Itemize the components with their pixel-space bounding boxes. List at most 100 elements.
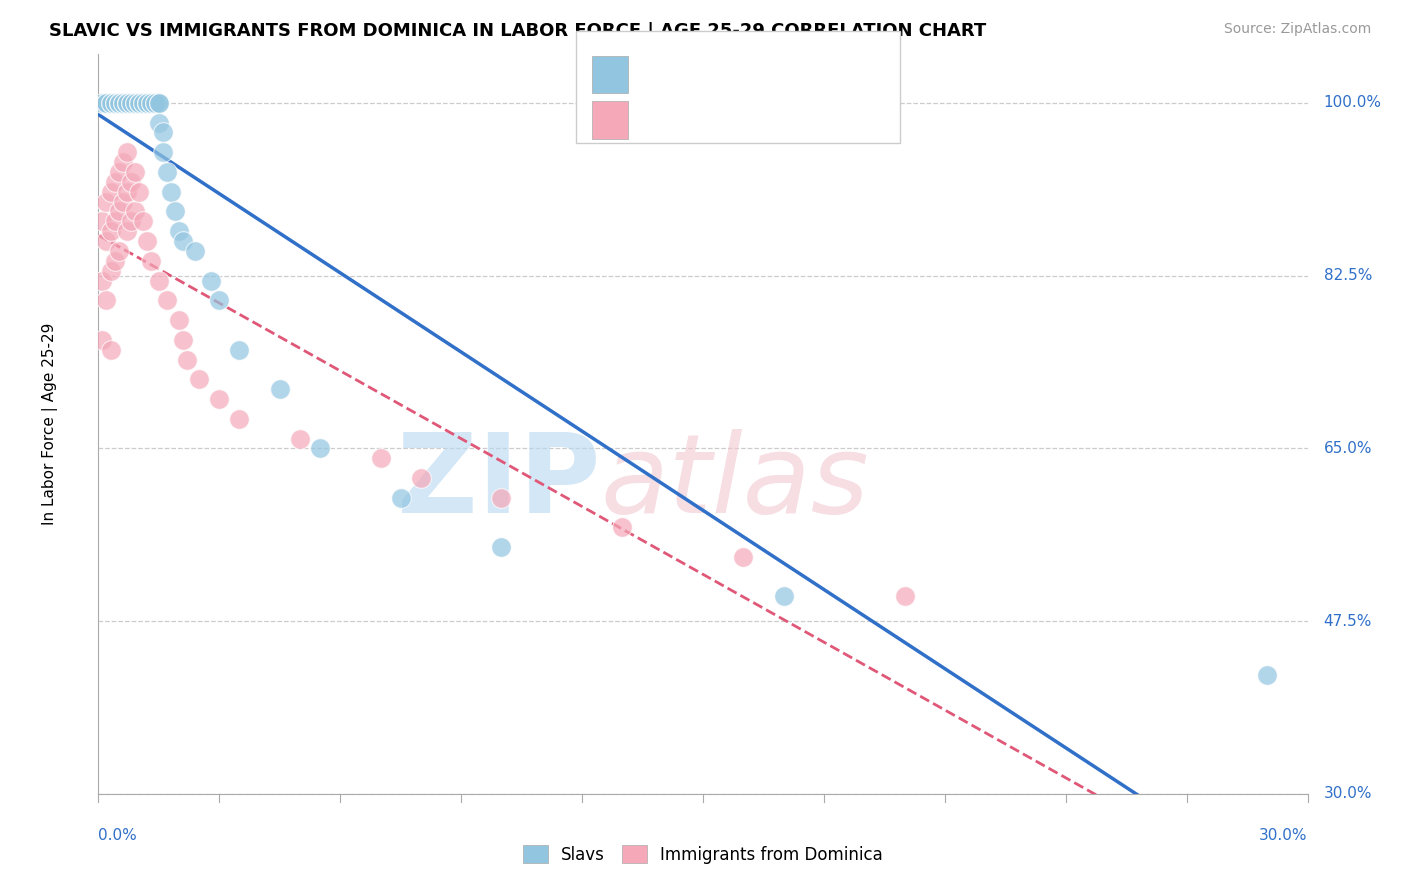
Point (96, 234, 118, 248)
Text: 0.0%: 0.0% (98, 829, 138, 844)
Point (91, 95, 114, 110)
Point (115, 95, 138, 110)
Point (124, 204, 146, 219)
Point (91, 274, 114, 288)
Point (103, 214, 125, 228)
Point (772, 590, 794, 604)
Point (269, 382, 291, 396)
Legend: Slavs, Immigrants from Dominica: Slavs, Immigrants from Dominica (516, 838, 890, 871)
Point (100, 95, 122, 110)
Point (115, 224, 138, 238)
Point (103, 95, 125, 110)
Point (148, 95, 170, 110)
Point (107, 165, 129, 179)
Point (120, 175, 142, 189)
Point (172, 333, 194, 347)
Point (135, 95, 157, 110)
Text: ZIP: ZIP (396, 429, 600, 536)
Point (91, 333, 114, 347)
Point (733, 549, 755, 564)
Point (120, 214, 142, 228)
Point (176, 352, 198, 367)
Point (128, 95, 150, 110)
Point (111, 95, 134, 110)
Point (120, 95, 142, 110)
Point (96, 194, 118, 209)
Point (208, 392, 231, 406)
Point (100, 343, 122, 357)
Point (135, 95, 157, 110)
Text: N =: N = (745, 111, 782, 128)
Point (172, 234, 194, 248)
Point (148, 115, 170, 129)
Point (128, 95, 150, 110)
Point (115, 145, 138, 160)
Point (288, 432, 311, 446)
Point (208, 293, 231, 308)
Point (124, 165, 146, 179)
Point (124, 95, 146, 110)
Point (167, 313, 190, 327)
Point (409, 471, 432, 485)
Point (100, 95, 122, 110)
Point (148, 95, 170, 110)
Point (139, 95, 162, 110)
Point (132, 95, 155, 110)
Point (143, 95, 166, 110)
Point (167, 224, 190, 238)
Point (612, 520, 634, 534)
Text: 44: 44 (783, 111, 807, 128)
Point (309, 442, 332, 456)
Point (370, 451, 392, 466)
Point (135, 95, 157, 110)
Point (135, 234, 157, 248)
Point (491, 491, 513, 505)
Point (96, 95, 118, 110)
Point (107, 95, 129, 110)
Point (893, 590, 915, 604)
Point (115, 185, 138, 199)
Point (139, 253, 162, 268)
Point (115, 95, 138, 110)
Point (1256, 668, 1278, 682)
Point (96, 95, 118, 110)
Point (100, 185, 122, 199)
Point (184, 244, 207, 258)
Point (120, 95, 142, 110)
Point (132, 214, 155, 228)
Point (228, 343, 250, 357)
Text: -0.106: -0.106 (672, 66, 731, 84)
Text: 65.0%: 65.0% (1323, 441, 1372, 456)
Text: 30.0%: 30.0% (1260, 829, 1308, 844)
Point (491, 540, 513, 554)
Text: 51: 51 (783, 66, 806, 84)
Point (163, 204, 186, 219)
Point (148, 274, 170, 288)
Text: R =: R = (631, 66, 668, 84)
Point (103, 175, 125, 189)
Text: 0.153: 0.153 (672, 111, 724, 128)
Point (111, 155, 134, 169)
Point (156, 165, 179, 179)
Point (143, 95, 166, 110)
Point (91, 214, 114, 228)
Point (107, 204, 129, 219)
Text: Source: ZipAtlas.com: Source: ZipAtlas.com (1223, 22, 1371, 37)
Point (200, 274, 222, 288)
Text: 100.0%: 100.0% (1323, 95, 1382, 111)
Text: atlas: atlas (600, 429, 869, 536)
Point (139, 95, 162, 110)
Point (152, 126, 174, 140)
Text: SLAVIC VS IMMIGRANTS FROM DOMINICA IN LABOR FORCE | AGE 25-29 CORRELATION CHART: SLAVIC VS IMMIGRANTS FROM DOMINICA IN LA… (49, 22, 987, 40)
Text: 47.5%: 47.5% (1323, 614, 1372, 629)
Point (228, 411, 250, 425)
Point (96, 293, 118, 308)
Point (188, 372, 211, 386)
Point (111, 194, 134, 209)
Point (160, 185, 183, 199)
Text: 30.0%: 30.0% (1323, 787, 1372, 801)
Text: R =: R = (631, 111, 668, 128)
Point (124, 95, 146, 110)
Text: 82.5%: 82.5% (1323, 268, 1372, 283)
Point (152, 145, 174, 160)
